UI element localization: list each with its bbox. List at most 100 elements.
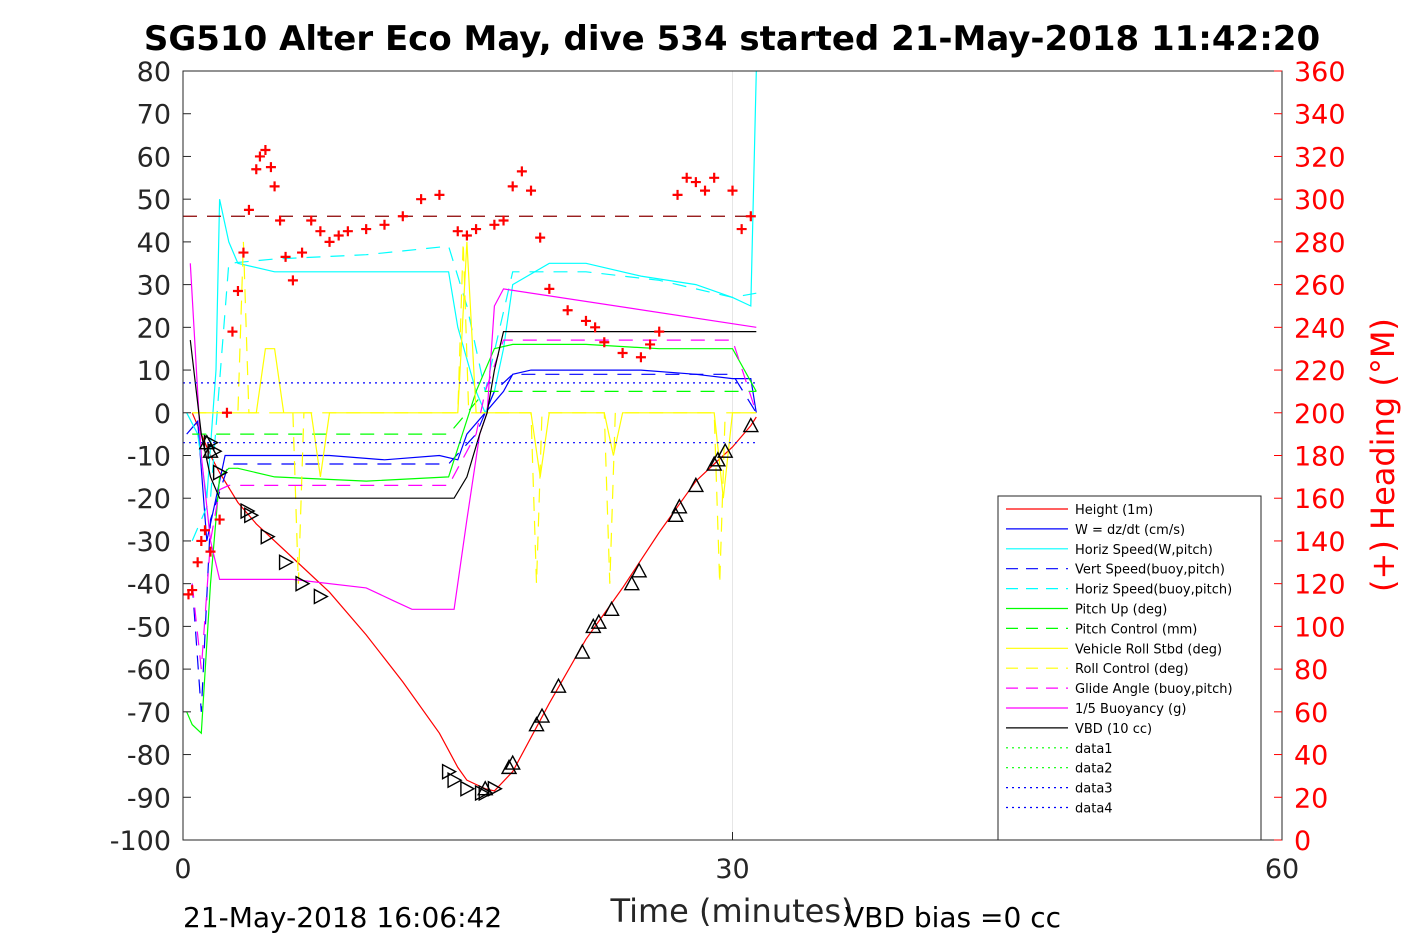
marker-layer [183,145,759,802]
heading-point [287,275,298,286]
y-tick-label: -100 [110,826,171,857]
heading-point [254,151,265,162]
heading-point [361,224,372,235]
y-tick-label: -40 [127,570,171,601]
heading-point [544,283,555,294]
legend-label: Roll Control (deg) [1075,662,1189,677]
right-y-tick-label: 20 [1294,783,1328,814]
heading-point [672,189,683,200]
heading-point [297,247,308,258]
right-y-tick-label: 360 [1294,57,1346,88]
series-line-4 [191,245,757,542]
right-y-tick-label: 40 [1294,741,1328,772]
heading-point [516,166,527,177]
heading-point [342,226,353,237]
ascent-triangle-marker [585,617,602,634]
legend-label: Horiz Speed(buoy,pitch) [1075,583,1232,598]
heading-point [452,226,463,237]
y-tick-label: 60 [137,142,171,173]
heading-point [526,185,537,196]
ascent-triangle-marker [623,575,640,591]
heading-point [205,546,216,557]
legend-label: Horiz Speed(W,pitch) [1075,543,1213,558]
right-y-tick-label: 200 [1294,399,1346,430]
legend-label: data3 [1075,782,1113,797]
y-tick-label: -80 [127,741,171,772]
ascent-triangle-marker [742,417,759,433]
heading-point [227,326,238,337]
descent-triangle-marker [441,763,458,780]
right-y-tick-label: 60 [1294,698,1328,729]
right-y-tick-label: 260 [1294,271,1346,302]
series-line-1 [186,369,757,542]
legend-label: Glide Angle (buoy,pitch) [1075,682,1233,697]
right-y-tick-label: 240 [1294,313,1346,344]
y-tick-label: -90 [127,783,171,814]
series-line-2 [186,70,757,499]
heading-point [379,219,390,230]
heading-point [471,224,482,235]
series-line-5 [186,343,757,735]
ascent-triangle-marker [630,562,648,578]
heading-point [251,164,262,175]
right-y-tick-label: 220 [1294,356,1346,387]
heading-point [333,230,344,241]
right-y-tick-label: 300 [1294,185,1346,216]
right-y-tick-label: 80 [1294,655,1328,686]
heading-point [690,177,701,188]
heading-point [498,215,509,226]
ascent-triangle-marker [528,716,545,732]
legend-label: data1 [1075,742,1113,757]
heading-point [562,305,573,316]
heading-point [221,407,232,418]
heading-point [243,204,254,215]
tick-layer: -100-90-80-70-60-50-40-30-20-10010203040… [110,57,1346,885]
ascent-triangle-marker [202,442,219,458]
heading-point [199,525,210,536]
descent-triangle-marker [460,780,476,797]
heading-point [580,315,591,326]
y-tick-label: 20 [137,313,171,344]
y-tick-label: 0 [154,399,171,430]
x-axis-label: Time (minutes) [610,892,854,930]
heading-point [635,352,646,363]
right-y-tick-label: 340 [1294,100,1346,131]
footer-timestamp: 21-May-2018 16:06:42 [183,901,502,934]
legend-label: Pitch Up (deg) [1075,603,1167,618]
ascent-triangle-marker [706,455,723,471]
x-tick-label: 30 [715,854,749,885]
series-line-10 [189,263,757,610]
series-line-8 [192,241,757,584]
ascent-triangle-marker [533,707,551,723]
right-axis-label: (+) Heading (°M) [1364,318,1402,592]
y-tick-label: 30 [137,271,171,302]
x-tick-label: 0 [174,854,191,885]
descent-triangle-marker [447,772,463,789]
heading-point [265,162,276,173]
ascent-triangle-marker [550,677,567,693]
series-line-3 [191,373,757,712]
heading-point [599,337,610,348]
y-tick-label: -70 [127,698,171,729]
heading-point [260,145,271,156]
right-y-tick-label: 120 [1294,570,1346,601]
descent-triangle-marker [207,443,223,460]
heading-point [315,226,326,237]
legend-label: data4 [1075,802,1113,817]
descent-triangle-marker [278,554,295,571]
ascent-triangle-marker [687,476,705,493]
ascent-triangle-marker [477,780,494,796]
legend-label: Pitch Control (mm) [1075,622,1197,637]
heading-point [745,211,756,222]
legend-label: VBD (10 cc) [1075,722,1152,737]
heading-point [654,326,665,337]
x-tick-label: 60 [1265,854,1299,885]
chart-title: SG510 Alter Eco May, dive 534 started 21… [144,19,1320,59]
legend-label: Height (1m) [1075,503,1153,518]
heading-point [681,172,692,183]
descent-triangle-marker [313,588,329,605]
series-line-7 [192,241,757,499]
heading-point [535,232,546,243]
heading-point [489,219,500,230]
